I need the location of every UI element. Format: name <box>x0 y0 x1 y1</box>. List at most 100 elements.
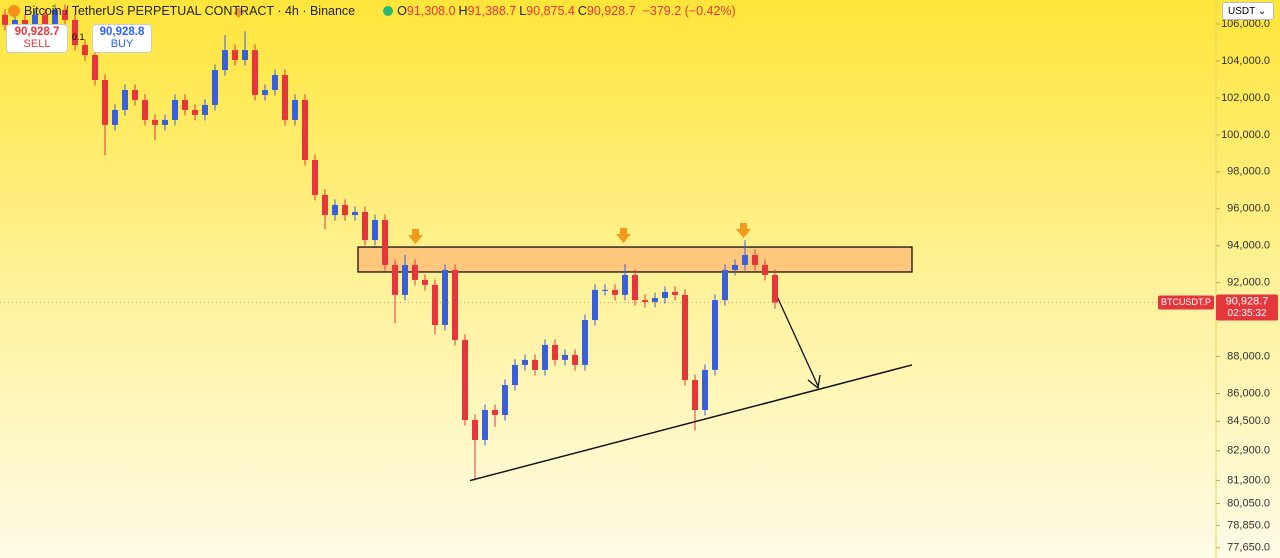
candle-body <box>332 204 338 216</box>
candle-body <box>52 9 58 25</box>
countdown: 02:35:32 <box>1228 308 1267 319</box>
candle-body <box>432 284 438 326</box>
candle-body <box>572 354 578 365</box>
candle-body <box>352 211 358 216</box>
y-tick-label: 77,650.0 <box>1227 542 1270 554</box>
candle-body <box>482 410 488 440</box>
candle-body <box>322 194 328 216</box>
candle-body <box>122 89 128 110</box>
ohlc: O91,308.0 H91,388.7 L90,875.4 C90,928.7 <box>397 4 638 18</box>
candle-body <box>292 99 298 120</box>
candle-body <box>82 45 88 56</box>
candle-body <box>102 80 108 125</box>
candle-body <box>302 99 308 161</box>
candle-body <box>262 89 268 95</box>
candle-body <box>192 109 198 115</box>
currency: USDT <box>1228 6 1256 17</box>
header: Bitcoin / TetherUS PERPETUAL CONTRACT · … <box>8 4 739 18</box>
candle-body <box>442 269 448 326</box>
candle-body <box>42 14 48 25</box>
buy-button[interactable]: 90,928.8 BUY <box>92 24 152 53</box>
y-tick-label: 88,000.0 <box>1227 351 1270 363</box>
candle-body <box>702 369 708 411</box>
projection-arrow <box>774 291 821 390</box>
candle-body <box>712 300 718 370</box>
candle-body <box>602 289 608 291</box>
buy-price: 90,928.8 <box>99 26 145 38</box>
symbol-tag-bg <box>1158 295 1214 310</box>
candle-body <box>762 264 768 275</box>
y-tick-label: 102,000.0 <box>1221 92 1270 104</box>
currency-select[interactable]: USDT ⌄ <box>1222 2 1274 20</box>
candle-body <box>222 50 228 71</box>
y-tick-label: 81,300.0 <box>1227 474 1270 486</box>
candle-body <box>62 9 68 20</box>
candle-body <box>562 354 568 360</box>
sell-button[interactable]: 90,928.7 SELL <box>6 24 68 53</box>
ohlc-key: O <box>397 4 407 18</box>
price-tag-bg <box>1216 294 1278 321</box>
candle-body <box>212 70 218 105</box>
ohlc-value: 91,388.7 <box>467 4 517 18</box>
price-tag: 90,928.7 <box>1226 295 1269 307</box>
candle-body <box>312 160 318 195</box>
y-tick-label: 96,000.0 <box>1227 203 1270 215</box>
candle-body <box>362 211 368 241</box>
candle-body <box>202 104 208 115</box>
candle-body <box>282 75 288 120</box>
y-tick-label: 78,850.0 <box>1227 520 1270 532</box>
candle-body <box>112 109 118 125</box>
candle-body <box>672 291 678 295</box>
ohlc-key: C <box>577 4 587 18</box>
y-tick-label: 84,500.0 <box>1227 415 1270 427</box>
y-tick-label: 98,000.0 <box>1227 166 1270 178</box>
candle-body <box>272 75 278 90</box>
candle-body <box>402 264 408 295</box>
candle-body <box>182 99 188 110</box>
candle-body <box>132 89 138 100</box>
candle-body <box>692 380 698 411</box>
candle-body <box>252 50 258 95</box>
candle-body <box>622 274 628 295</box>
candle-body <box>12 19 18 25</box>
candle-body <box>392 264 398 295</box>
y-tick-label: 80,050.0 <box>1227 497 1270 509</box>
candle-body <box>552 344 558 360</box>
status-dot <box>383 6 394 16</box>
candle-body <box>742 254 748 265</box>
y-tick-label: 94,000.0 <box>1227 240 1270 252</box>
candle-body <box>582 320 588 365</box>
candle-body <box>242 50 248 61</box>
candle-body <box>172 99 178 120</box>
ohlc-key: L <box>519 4 527 18</box>
ohlc-key: H <box>458 4 468 18</box>
candle-body <box>592 289 598 321</box>
y-tick-label: 86,000.0 <box>1227 387 1270 399</box>
candle-body <box>232 50 238 61</box>
candle-body <box>372 220 378 241</box>
candle-body <box>542 344 548 370</box>
y-tick-label: 104,000.0 <box>1221 55 1270 67</box>
y-tick-label: 106,000.0 <box>1221 18 1270 30</box>
ohlc-value: 90,875.4 <box>526 4 575 18</box>
y-tick-label: 100,000.0 <box>1221 129 1270 141</box>
buy-label: BUY <box>110 38 134 50</box>
resistance-zone <box>357 246 913 273</box>
candle-body <box>342 204 348 216</box>
spread: 0.1 <box>72 32 85 42</box>
sell-price: 90,928.7 <box>14 26 60 38</box>
candle-body <box>32 14 38 30</box>
candle-body <box>612 289 618 295</box>
candle-body <box>632 274 638 301</box>
candle-body <box>722 269 728 301</box>
arrow-markers <box>233 8 751 244</box>
candle-body <box>732 264 738 270</box>
candle-body <box>642 300 648 302</box>
candle-body <box>652 298 658 302</box>
candle-body <box>2 14 8 25</box>
candle-body <box>472 419 478 440</box>
candle-body <box>452 269 458 340</box>
candle-body <box>412 264 418 280</box>
candle-body <box>462 339 468 420</box>
